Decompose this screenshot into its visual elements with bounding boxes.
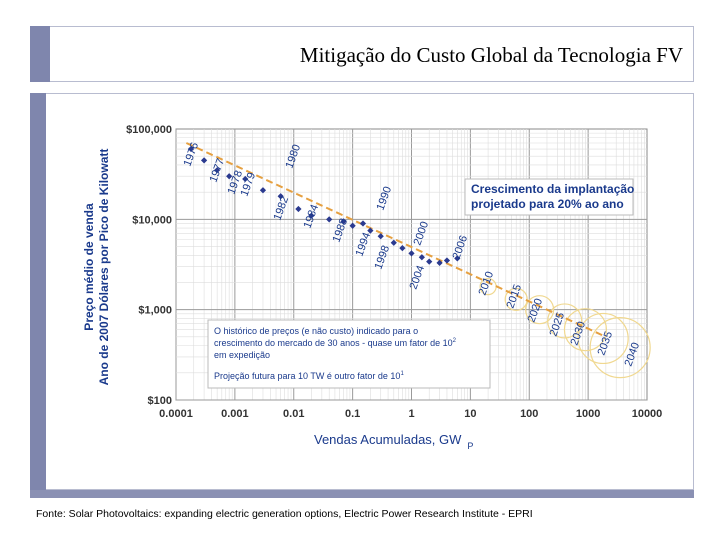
- annotation-bottom-line2-text: crescimento do mercado de 30 anos - quas…: [214, 338, 453, 348]
- data-point: [326, 216, 333, 223]
- annotation-bottom-line2: crescimento do mercado de 30 anos - quas…: [214, 338, 457, 348]
- projection-circles: [479, 278, 651, 379]
- data-point: [214, 167, 221, 174]
- x-tick-label: 0.01: [283, 408, 304, 420]
- x-tick-label: 100: [520, 408, 538, 420]
- projection-circle: [589, 317, 651, 379]
- trend-line: [185, 142, 607, 338]
- data-point: [259, 187, 267, 194]
- annotation-bottom-line4-text: Projeção futura para 10 TW é outro fator…: [214, 371, 400, 381]
- page-title: Mitigação do Custo Global da Tecnologia …: [299, 43, 683, 67]
- y-tick-label: $100: [148, 395, 172, 407]
- x-tick-label: 1: [408, 408, 414, 420]
- annotation-bottom-line2-exp: 2: [453, 338, 457, 344]
- data-point: [349, 222, 356, 229]
- annotation-top-line1: Crescimento da implantação: [471, 182, 634, 196]
- x-tick-label: 0.1: [345, 408, 360, 420]
- trend-line-path: [185, 142, 607, 338]
- bottom-divider: [30, 490, 694, 498]
- data-point: [367, 227, 374, 234]
- projection-circle: [577, 312, 629, 365]
- data-point: [408, 250, 415, 257]
- annotation-box-top: [464, 178, 634, 216]
- y-axis-title-line2: Ano de 2007 Dólares por Pico de Kilowatt: [97, 149, 111, 386]
- annotation-box-bottom: [207, 319, 491, 389]
- x-axis-title: Vendas Acumuladas, GW P: [314, 432, 473, 451]
- frame-accent-bar: [30, 93, 46, 490]
- x-axis-title-suffix: P: [467, 441, 473, 451]
- y-axis-title-line1: Preço médio de venda: [82, 203, 96, 331]
- source-citation: Fonte: Solar Photovoltaics: expanding el…: [36, 508, 533, 520]
- data-point: [242, 175, 249, 183]
- x-tick-label: 0.0001: [159, 408, 193, 420]
- price-learning-chart: $100$1,000$10,000$100,000 0.0001 0.001 0.0…: [82, 124, 662, 451]
- x-axis-ticks: 0.0001 0.001 0.01 0.1 1 10 100 1000 10000: [159, 408, 662, 420]
- projection-circle: [525, 295, 555, 325]
- annotation-bottom-line1: O histórico de preços (e não custo) indi…: [214, 326, 418, 336]
- data-point: [226, 173, 233, 180]
- projection-circle: [504, 287, 528, 311]
- annotation-top-line2: projetado para 20% ao ano: [471, 197, 624, 211]
- x-axis-title-text: Vendas Acumuladas, GW: [314, 432, 462, 447]
- x-tick-label: 10000: [632, 408, 663, 420]
- annotation-bottom-line3: em expedição: [214, 350, 270, 360]
- projection-circle: [547, 303, 583, 339]
- x-tick-label: 1000: [576, 408, 600, 420]
- x-tick-label: 10: [464, 408, 476, 420]
- y-tick-label: $1,000: [138, 305, 172, 317]
- projection-circle: [563, 308, 608, 352]
- title-bar: Mitigação do Custo Global da Tecnologia …: [30, 26, 694, 82]
- x-tick-label: 0.001: [221, 408, 249, 420]
- title-accent-bar: [30, 26, 50, 82]
- annotation-bottom-line4: Projeção futura para 10 TW é outro fator…: [214, 371, 404, 381]
- y-axis-ticks: $100 $1,000 $10,000 $100,000: [126, 124, 172, 407]
- y-tick-label: $100,000: [126, 124, 172, 136]
- annotation-bottom-line4-exp: 1: [400, 371, 404, 377]
- y-tick-label: $10,000: [132, 214, 172, 226]
